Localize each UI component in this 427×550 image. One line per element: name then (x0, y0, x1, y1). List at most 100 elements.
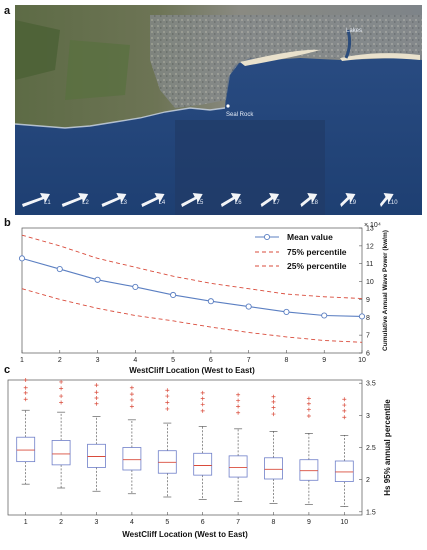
location-arrow-10: L10 (380, 193, 398, 207)
seal-rock-label: Seal Rock (226, 112, 254, 118)
farmland (65, 40, 130, 100)
x-tick-label: 4 (133, 357, 137, 364)
outlier-mark (165, 394, 170, 399)
arrow-icon (181, 193, 203, 207)
wave-power-plot-area (21, 227, 363, 354)
location-arrow-4: L4 (141, 193, 166, 207)
mean-point (283, 308, 290, 315)
hs-boxplot-chart: 1 2 3 4 5 6 7 8 9 10 1.5 2 2.5 3 3.5 WestCliff Locati… (7, 378, 392, 539)
outlier-mark (165, 400, 170, 405)
legend-p25-label: 25% percentile (287, 261, 347, 271)
arrow-icon (61, 193, 89, 207)
hs-boxes (16, 378, 354, 507)
x-tick-label: 9 (307, 519, 311, 526)
location-arrows: L1 L2 L3 L4 L5 L6 L7 L8 L9 L10 (22, 193, 398, 207)
outlier-mark (129, 397, 134, 402)
y-tick-label: 12 (366, 243, 374, 250)
outlier-mark (94, 396, 99, 400)
location-arrow-1: L1 (22, 193, 51, 207)
farmland (15, 20, 60, 80)
arrow-icon (300, 193, 318, 207)
box-body (122, 447, 142, 471)
outlier-mark (200, 390, 205, 395)
x-tick-label: 3 (95, 519, 99, 526)
location-label: L5 (197, 200, 204, 206)
outlier-mark (306, 401, 311, 406)
box-1 (16, 378, 36, 485)
x-tick-label: 10 (340, 519, 348, 526)
outlier-mark (271, 405, 276, 410)
wave-power-y-ticks: 6 7 8 9 10 11 12 13 (359, 226, 374, 358)
outlier-mark (271, 394, 276, 399)
x-tick-label: 8 (272, 519, 276, 526)
outlier-mark (23, 385, 28, 390)
x-tick-label: 4 (130, 519, 134, 526)
box-body (264, 457, 283, 480)
x-tick-label: 3 (96, 357, 100, 364)
hs-x-ticks: 1 2 3 4 5 6 7 8 9 10 (24, 512, 348, 526)
mean-point (132, 283, 139, 290)
location-label: L3 (120, 200, 127, 206)
outlier-mark (59, 400, 64, 405)
outlier-mark (306, 407, 311, 412)
outlier-mark (236, 404, 241, 409)
outlier-mark (23, 397, 28, 402)
box-body (87, 443, 106, 468)
y-tick-label: 2.5 (366, 445, 376, 452)
location-label: L9 (349, 200, 356, 206)
location-arrow-5: L5 (181, 193, 204, 207)
hs-y-axis-label: Hs 95% annual percentile (383, 399, 392, 496)
outlier-mark (342, 415, 347, 420)
outlier-mark (306, 396, 311, 401)
legend-p75-label: 75% percentile (287, 247, 347, 257)
box-3 (87, 383, 106, 492)
location-arrow-6: L6 (220, 193, 242, 207)
y-tick-label: 1.5 (366, 509, 376, 516)
y-tick-label: 9 (366, 297, 370, 304)
location-label: L4 (159, 200, 166, 206)
legend-mean-marker (263, 233, 271, 241)
arrow-icon (101, 193, 127, 207)
box-body (193, 452, 213, 476)
outlier-mark (59, 379, 64, 384)
box-body (228, 455, 248, 478)
wave-power-x-axis-label: WestCliff Location (West to East) (129, 366, 255, 375)
location-arrow-9: L9 (340, 193, 357, 207)
outlier-mark (94, 401, 99, 406)
box-7 (228, 392, 248, 502)
outlier-mark (165, 388, 170, 393)
outlier-mark (94, 383, 99, 388)
y-tick-label: 3 (366, 413, 370, 420)
box-2 (51, 379, 71, 489)
box-10 (334, 397, 354, 507)
box-body (334, 460, 354, 482)
mean-point (18, 255, 26, 262)
outlier-mark (306, 414, 311, 418)
harbor-channel (344, 29, 352, 59)
legend-mean-label: Mean value (287, 232, 333, 242)
outlier-mark (236, 410, 241, 415)
outlier-mark (271, 412, 276, 417)
x-tick-label: 6 (209, 357, 213, 364)
outlier-mark (59, 394, 64, 399)
location-arrow-2: L2 (61, 193, 90, 207)
lakes-label: Lakes (346, 28, 362, 34)
location-label: L7 (273, 200, 280, 206)
x-tick-label: 5 (165, 519, 169, 526)
x-tick-label: 6 (201, 519, 205, 526)
panel-letter-b: b (4, 217, 11, 229)
wave-power-series (18, 234, 366, 343)
y-tick-label: 2 (366, 477, 370, 484)
mean-point (245, 303, 252, 310)
y-tick-label: 3.5 (366, 381, 376, 388)
y-tick-label: 7 (366, 333, 370, 340)
outlier-mark (94, 390, 99, 395)
location-arrow-8: L8 (300, 193, 319, 207)
series-line-2 (21, 234, 363, 299)
x-tick-label: 1 (20, 357, 24, 364)
outlier-mark (200, 402, 205, 407)
panel-letter-a: a (4, 5, 11, 17)
location-label: L6 (235, 200, 242, 206)
beach (240, 49, 320, 66)
